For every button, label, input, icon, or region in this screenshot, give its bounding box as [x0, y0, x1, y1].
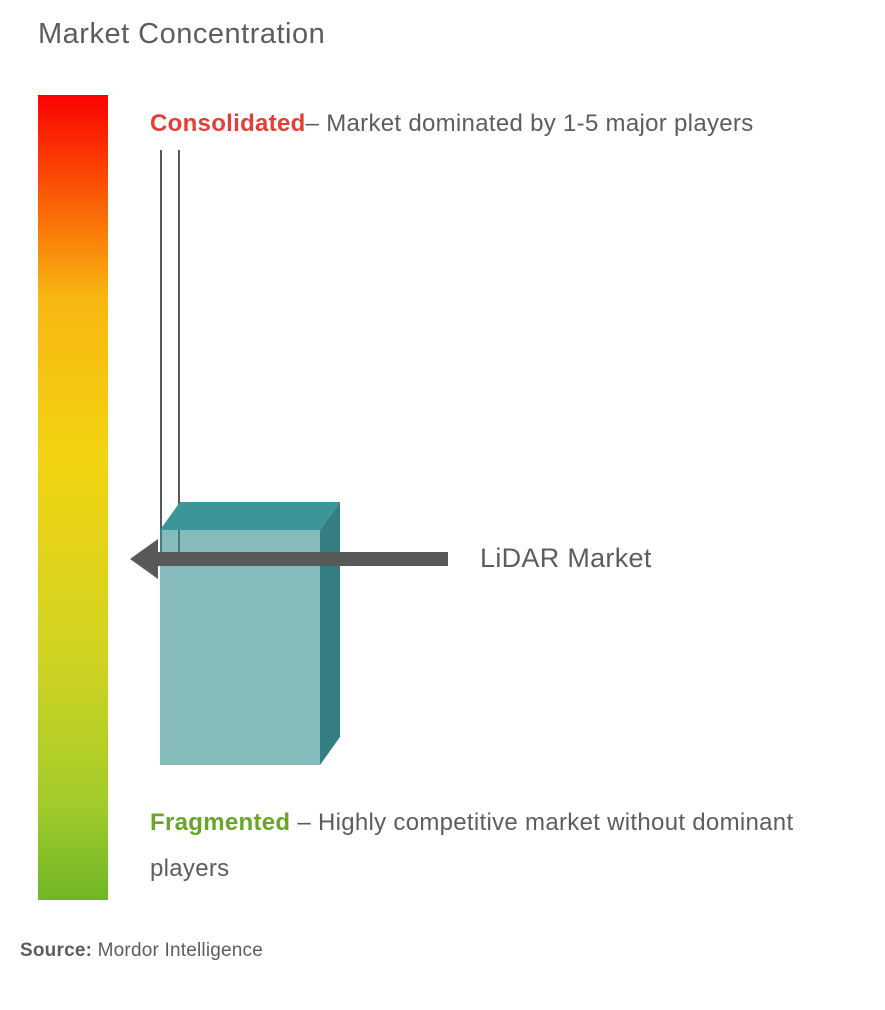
marker-arrow-shaft	[146, 552, 448, 566]
diagram-body: Consolidated– Market dominated by 1-5 ma…	[130, 95, 860, 900]
source-value: Mordor Intelligence	[92, 940, 263, 961]
cube-svg	[160, 502, 340, 765]
consolidated-label: Consolidated– Market dominated by 1-5 ma…	[150, 101, 754, 147]
callout-line-1	[160, 150, 162, 552]
page-title: Market Concentration	[38, 18, 325, 51]
marker-label: LiDAR Market	[480, 543, 652, 574]
consolidated-keyword: Consolidated	[150, 110, 306, 137]
fragmented-keyword: Fragmented	[150, 809, 290, 836]
concentration-gradient-bar	[38, 95, 108, 900]
consolidated-desc: – Market dominated by 1-5 major players	[306, 110, 754, 137]
source-line: Source: Mordor Intelligence	[20, 940, 263, 962]
callout-line-2	[178, 150, 180, 552]
source-label: Source:	[20, 940, 92, 961]
fragmented-label: Fragmented – Highly competitive market w…	[150, 800, 860, 891]
marker-cube	[160, 502, 340, 765]
marker-arrow-head-icon	[130, 539, 158, 579]
